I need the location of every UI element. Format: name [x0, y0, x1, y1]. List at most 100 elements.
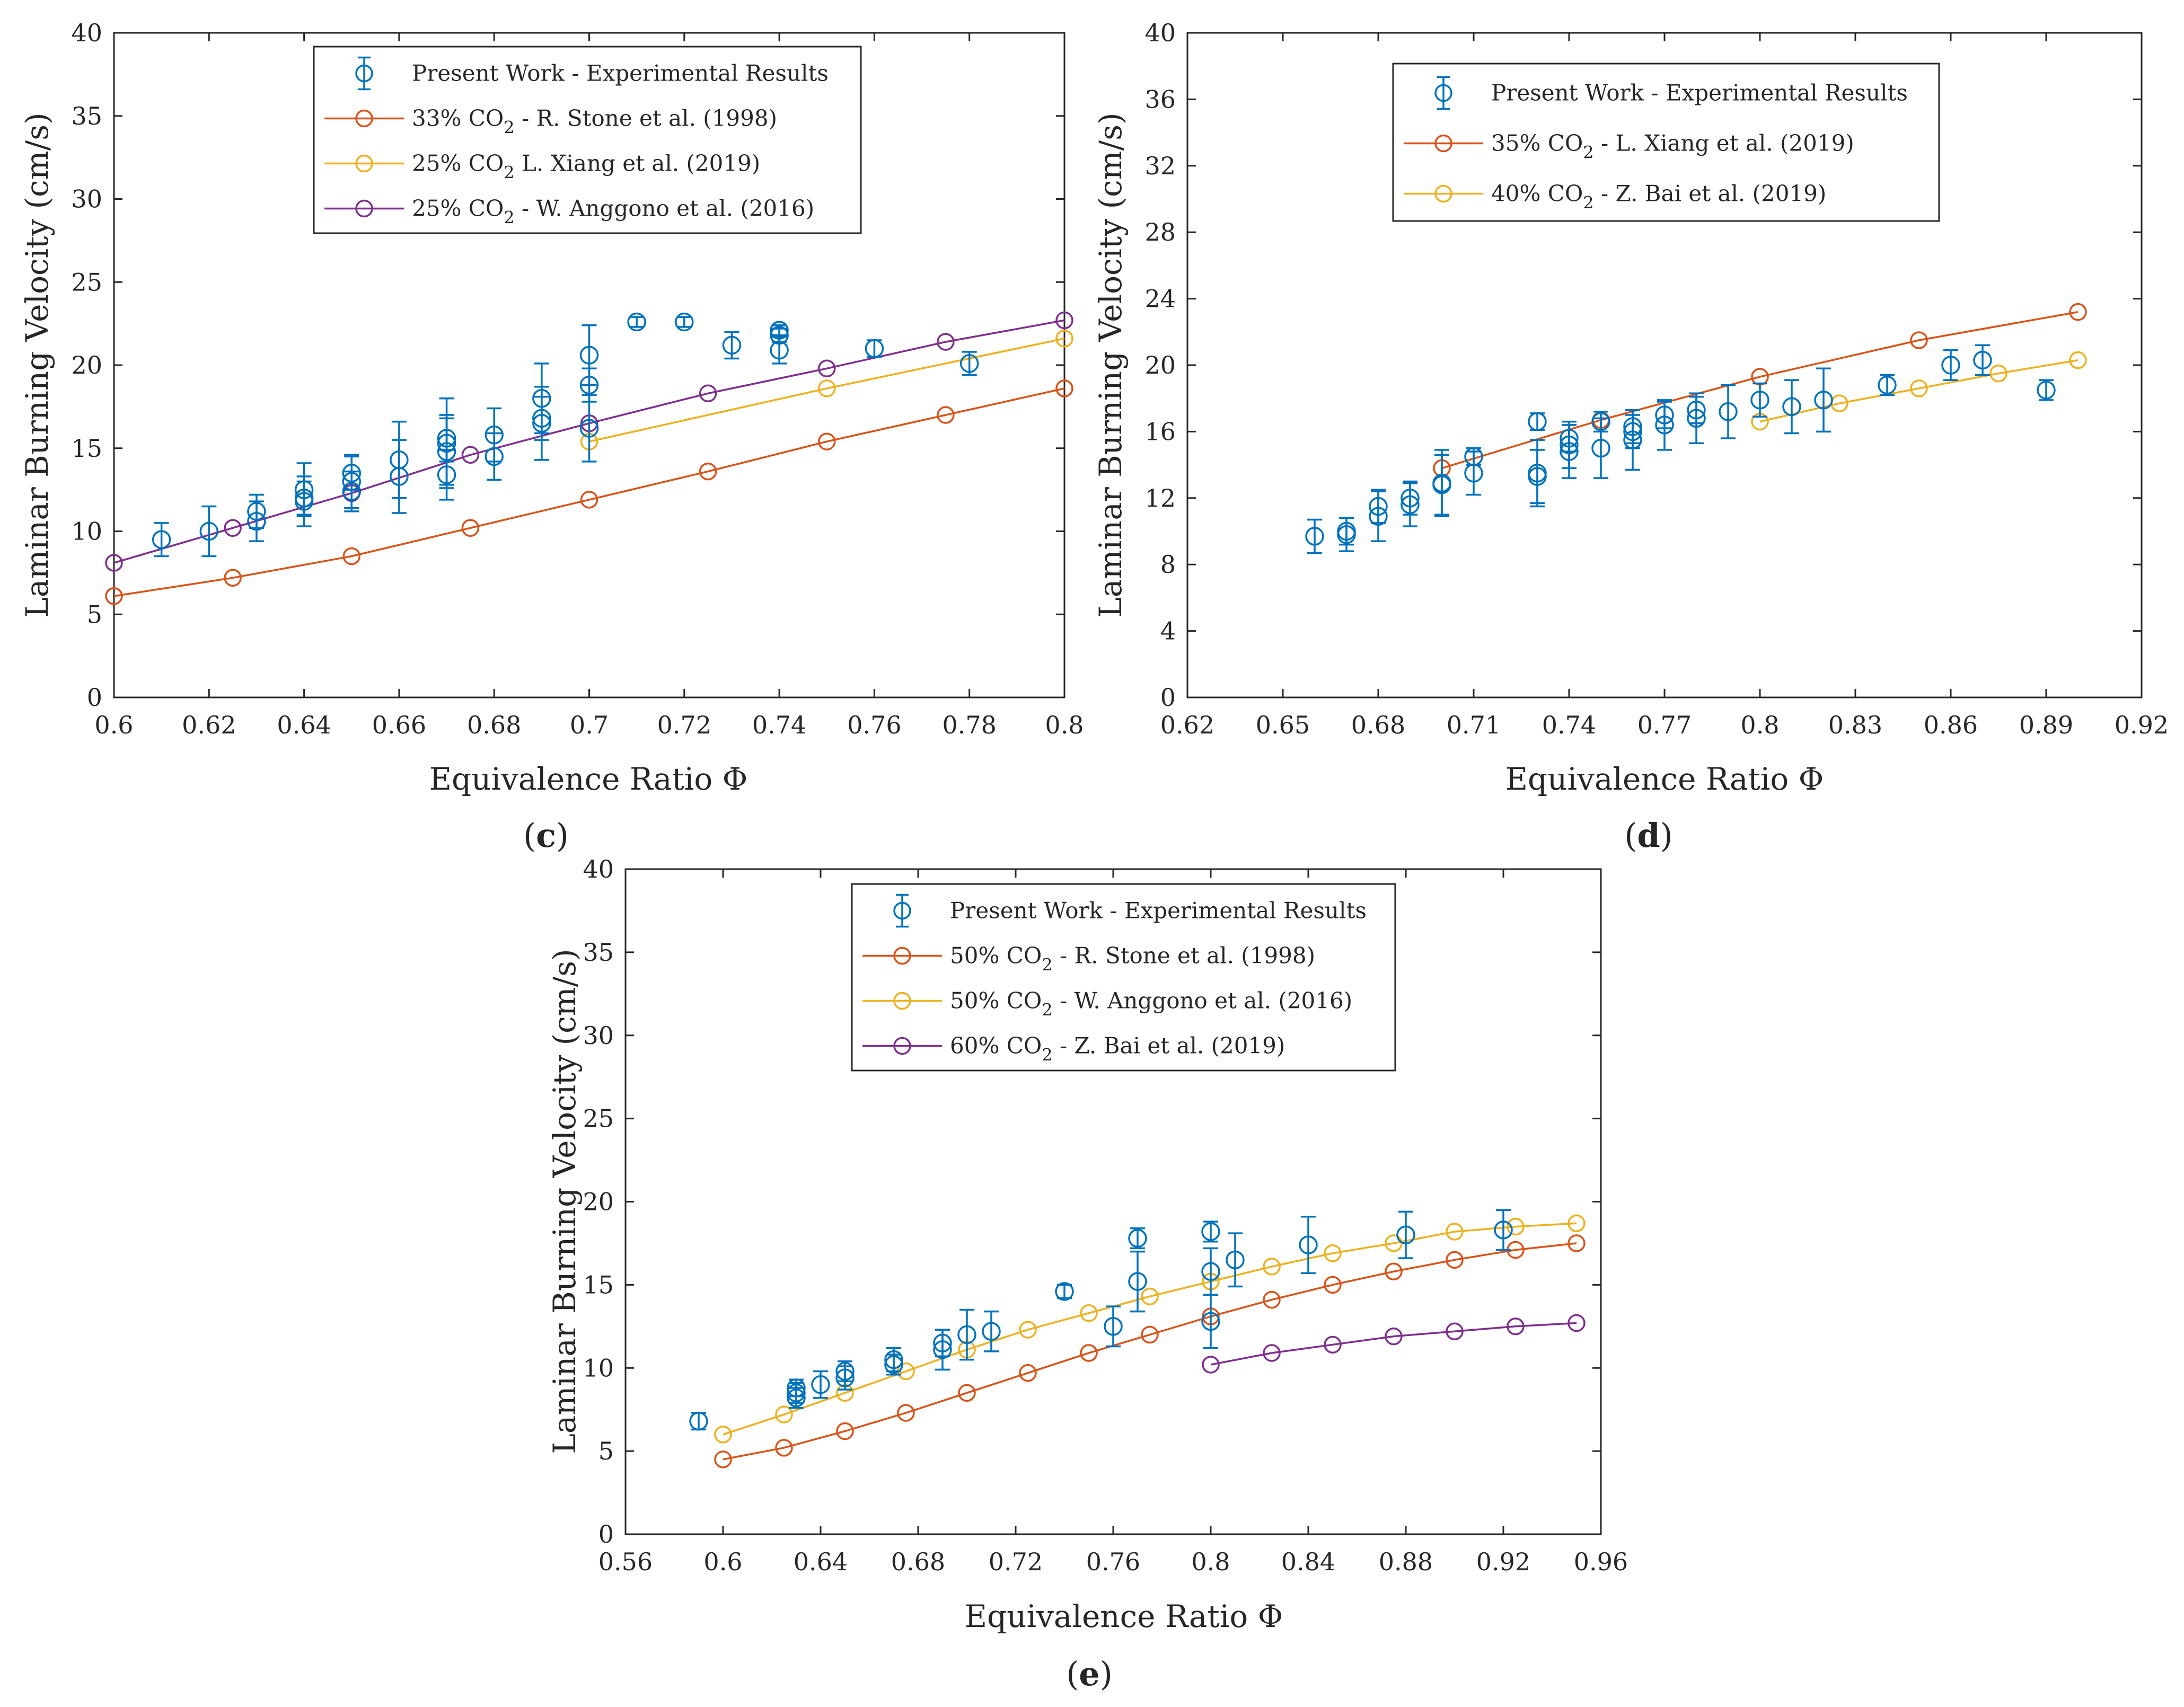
chart-2-experimental-marker [1104, 1317, 1123, 1336]
chart-2-experimental-marker [1201, 1222, 1220, 1241]
chart-0-series-0-point [580, 491, 598, 509]
chart-2-series-0-point [1385, 1262, 1403, 1281]
chart-2-experimental-marker [787, 1378, 806, 1398]
chart-1-experimental-point [1432, 449, 1451, 518]
chart-2-legend-box [851, 883, 1396, 1072]
chart-1-experimental-point [1305, 518, 1324, 554]
chart-2-legend-label-1-post: - W. Anggono et al. (2016) [1053, 988, 1352, 1014]
chart-2-ytick-label: 15 [583, 1270, 614, 1299]
chart-0-legend-label-0-sub: 2 [504, 118, 514, 138]
chart-2-series-0-point [897, 1404, 915, 1422]
chart-2-experimental-point [884, 1347, 903, 1373]
chart-0-experimental-marker [152, 530, 171, 549]
chart-2-series-2-point [1567, 1314, 1586, 1332]
chart-1-experimental-marker [1687, 400, 1706, 420]
chart-0-experimental-point [342, 455, 361, 491]
chart-2-legend-label-2: 60% CO2 - Z. Bai et al. (2019) [950, 1033, 1285, 1065]
chart-1-experimental-marker [1591, 412, 1610, 431]
chart-0-series-2-point [937, 333, 955, 351]
chart-0-series-1-point [1055, 330, 1073, 348]
chart-2-panel-letter: e [1079, 1655, 1099, 1693]
chart-0-experimental-marker [485, 425, 504, 445]
chart-0-series-0-point [937, 406, 955, 424]
chart-0-series-2-point [105, 554, 123, 572]
chart-0-legend-label-0-pre: 33% CO [412, 105, 504, 131]
chart-2-experimental-point [933, 1329, 952, 1358]
chart-1-experimental-point [1528, 439, 1547, 508]
chart-0-legend-label-2-sub: 2 [504, 208, 514, 228]
chart-0-ytick-label: 10 [71, 517, 102, 546]
chart-0-legend-label-experimental: Present Work - Experimental Results [412, 60, 829, 86]
chart-0-xtick-label: 0.6 [94, 711, 133, 739]
chart-0-xtick-label: 0.62 [182, 711, 236, 739]
chart-0-series-1-point [818, 379, 836, 397]
chart-1-experimental-marker [1878, 375, 1897, 395]
chart-1-experimental-point [1973, 344, 1992, 376]
chart-1-series-0-point [2069, 303, 2087, 321]
chart-2-series-2-line [1210, 1322, 1577, 1366]
chart-1-legend-label-0-pre: 35% CO [1491, 130, 1583, 156]
chart-1-ytick-label: 28 [1144, 218, 1176, 246]
chart-0-panel-letter: c [536, 816, 556, 855]
chart-0-ytick-label: 30 [71, 185, 102, 214]
chart-1-experimental-marker [1623, 417, 1642, 436]
chart-1-series-1-point [1910, 379, 1928, 397]
chart-0-ytick-label: 40 [71, 19, 102, 47]
chart-2-xtick-label: 0.76 [1086, 1547, 1140, 1576]
chart-1-legend-label-0-post: - L. Xiang et al. (2019) [1594, 130, 1854, 156]
chart-1-legend-label-0: 35% CO2 - L. Xiang et al. (2019) [1491, 130, 1854, 163]
chart-2-ytick-label: 0 [598, 1520, 614, 1549]
chart-0-experimental-marker [770, 341, 789, 360]
chart-2-ytick-label: 5 [598, 1437, 614, 1465]
chart-0-legend-label-2-pre: 25% CO [412, 196, 504, 222]
chart-2-experimental-point [1226, 1232, 1245, 1288]
chart-1-experimental-point [1369, 489, 1388, 524]
chart-0-series-2-point [461, 446, 480, 464]
chart-1-experimental-marker [1337, 521, 1356, 541]
chart-0-experimental-marker [532, 388, 551, 408]
chart-1-experimental-point [1750, 382, 1769, 418]
chart-1-xtick-label: 0.65 [1256, 711, 1310, 739]
chart-2-experimental-point [957, 1308, 976, 1361]
chart-1-ytick-label: 32 [1144, 152, 1176, 180]
chart-2-legend-marker-0 [893, 947, 911, 965]
chart-1-legend-label-1-post: - Z. Bai et al. (2019) [1594, 181, 1827, 207]
chart-2-series-0-point [1080, 1344, 1098, 1362]
panel-e: 0.56 0.6 0.64 0.68 0.72 0.76 0.8 0.84 0.88 0.92 0.… [547, 855, 1628, 1693]
chart-0-experimental-point [722, 331, 742, 360]
chart-2-experimental-marker [884, 1350, 903, 1369]
chart-2-series-0-point [1567, 1234, 1586, 1252]
chart-2-legend-label-0-post: - R. Stone et al. (1998) [1053, 943, 1315, 969]
chart-1-experimental-point [1464, 447, 1483, 466]
chart-2-xtick-label: 0.72 [989, 1547, 1043, 1576]
chart-1-legend-marker-1 [1434, 184, 1452, 203]
chart-2-experimental-point [1396, 1210, 1415, 1259]
chart-2-panel-open: ( [1066, 1655, 1079, 1693]
chart-2-series-0-point [1263, 1290, 1281, 1309]
chart-1-experimental-marker [1464, 447, 1483, 466]
chart-2-ylabel: Laminar Burning Velocity (cm/s) [547, 949, 583, 1454]
chart-1-experimental-point [1941, 349, 1960, 381]
chart-2-series-2-point [1446, 1322, 1464, 1340]
chart-0-series-0-line [113, 387, 1065, 597]
chart-1-panel-letter: d [1637, 816, 1660, 855]
chart-1-experimental-marker [1305, 527, 1324, 546]
chart-0-legend-label-0: 33% CO2 - R. Stone et al. (1998) [412, 105, 777, 138]
chart-0-ytick-label: 25 [71, 268, 102, 296]
chart-2-ytick-label: 35 [583, 938, 614, 967]
chart-2-legend-label-2-post: - Z. Bai et al. (2019) [1053, 1033, 1285, 1059]
chart-2-ytick-label: 20 [583, 1188, 614, 1216]
chart-2-legend-marker [893, 901, 911, 920]
chart-2-experimental-point [1128, 1250, 1147, 1313]
chart-2-legend-marker-2 [893, 1037, 911, 1055]
chart-2-series-2-point [1263, 1344, 1281, 1362]
chart-2-series-1-line [723, 1222, 1577, 1436]
chart-0-experimental-point [437, 414, 456, 463]
chart-0-ytick-label: 0 [87, 683, 102, 712]
chart-1-experimental-point [1782, 379, 1801, 435]
chart-0-experimental-point [485, 407, 504, 463]
chart-0-experimental-marker [627, 312, 646, 332]
chart-1-ytick-label: 16 [1144, 417, 1176, 446]
chart-0-series-0-point [105, 587, 123, 605]
chart-1-experimental-marker [1814, 391, 1833, 410]
